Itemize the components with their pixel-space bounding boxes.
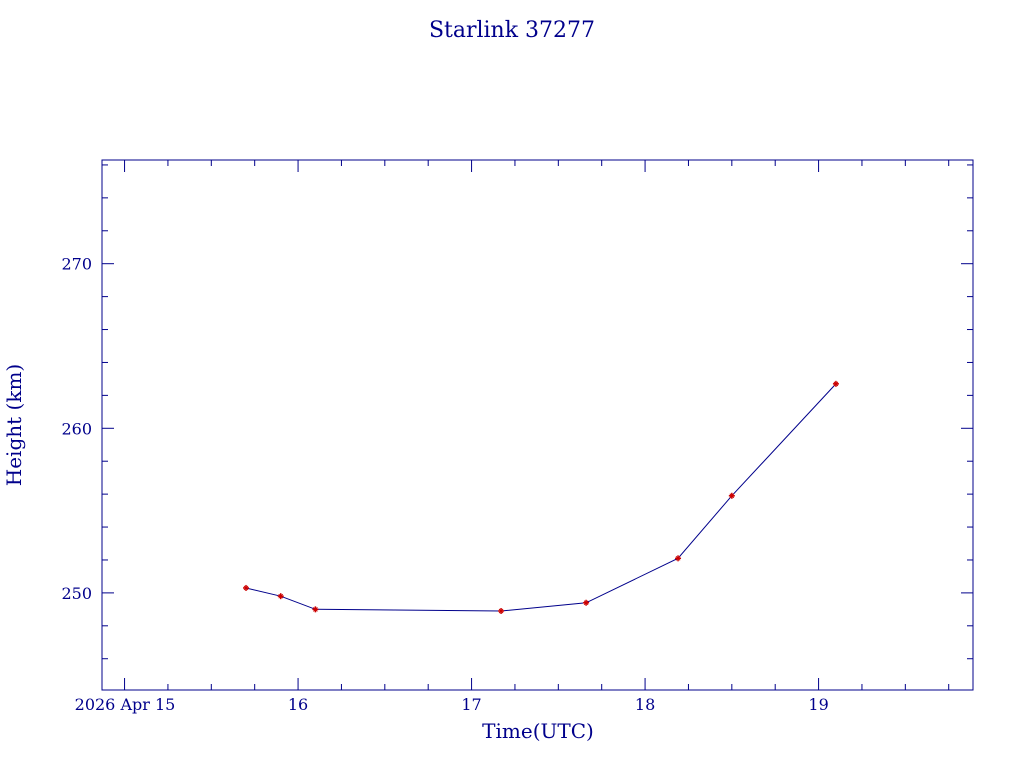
data-point	[498, 607, 505, 614]
y-tick-label: 250	[61, 584, 92, 603]
chart-title: Starlink 37277	[429, 18, 595, 43]
data-point	[312, 606, 319, 613]
data-point	[277, 593, 284, 600]
data-point	[832, 380, 839, 387]
data-point	[728, 492, 735, 499]
x-axis-label: Time(UTC)	[482, 719, 594, 743]
x-tick-label: 16	[288, 695, 308, 714]
data-point	[243, 584, 250, 591]
x-tick-label: 17	[461, 695, 481, 714]
data-point	[675, 555, 682, 562]
series-layer	[243, 380, 839, 614]
axis-ticks	[102, 160, 973, 690]
series-line	[245, 383, 837, 612]
plot-frame	[101, 159, 974, 691]
y-tick-label: 270	[61, 255, 92, 274]
data-point	[583, 599, 590, 606]
x-tick-label: 18	[635, 695, 655, 714]
x-axis-origin-label: 2026 Apr 15	[75, 695, 176, 714]
x-tick-label: 19	[808, 695, 828, 714]
y-tick-label: 260	[61, 419, 92, 438]
y-axis-label: Height (km)	[2, 364, 26, 486]
tick-labels: 16 17 18 19 250 260 270	[61, 255, 828, 714]
